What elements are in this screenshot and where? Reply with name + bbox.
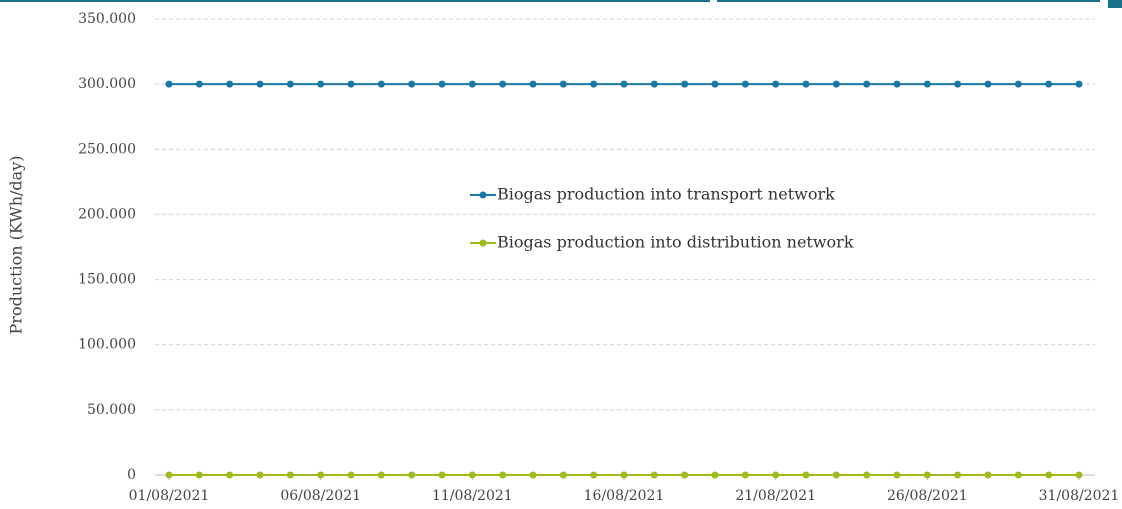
data-point <box>893 80 901 88</box>
data-point <box>923 80 931 88</box>
legend: Biogas production into transport network… <box>470 185 854 252</box>
x-tick-label: 31/08/2021 <box>1039 488 1120 504</box>
x-tick-label: 16/08/2021 <box>584 488 665 504</box>
data-point <box>468 80 476 88</box>
y-tick-label: 0 <box>127 467 136 483</box>
data-point <box>923 471 931 479</box>
x-tick-label: 11/08/2021 <box>432 488 513 504</box>
data-point <box>1014 80 1022 88</box>
data-point <box>317 80 325 88</box>
y-tick-label: 150.000 <box>78 272 136 288</box>
data-point <box>590 471 598 479</box>
legend-marker <box>479 191 487 199</box>
legend-marker <box>479 239 487 247</box>
x-tick-label: 01/08/2021 <box>129 488 210 504</box>
data-point <box>256 80 264 88</box>
data-point <box>377 471 385 479</box>
data-point <box>681 471 689 479</box>
data-point <box>559 80 567 88</box>
data-point <box>772 471 780 479</box>
data-point <box>711 471 719 479</box>
top-bar <box>0 0 710 2</box>
data-point <box>529 80 537 88</box>
data-point <box>226 80 234 88</box>
data-point <box>650 471 658 479</box>
data-point <box>438 471 446 479</box>
data-point <box>347 471 355 479</box>
data-point <box>256 471 264 479</box>
data-point <box>984 80 992 88</box>
x-tick-label: 26/08/2021 <box>887 488 968 504</box>
data-point <box>347 80 355 88</box>
data-point <box>893 471 901 479</box>
data-point <box>832 80 840 88</box>
data-point <box>438 80 446 88</box>
y-tick-label: 200.000 <box>78 206 136 222</box>
data-point <box>681 80 689 88</box>
data-point <box>1075 80 1083 88</box>
x-tick-label: 21/08/2021 <box>735 488 816 504</box>
data-point <box>408 471 416 479</box>
data-point <box>468 471 476 479</box>
data-point <box>802 80 810 88</box>
data-point <box>165 471 173 479</box>
data-point <box>195 471 203 479</box>
data-point <box>286 80 294 88</box>
data-point <box>317 471 325 479</box>
data-point <box>1014 471 1022 479</box>
y-tick-label: 300.000 <box>78 76 136 92</box>
data-point <box>711 80 719 88</box>
legend-label: Biogas production into transport network <box>497 185 835 204</box>
data-point <box>984 471 992 479</box>
data-point <box>499 471 507 479</box>
data-point <box>1045 471 1053 479</box>
data-point <box>954 80 962 88</box>
data-point <box>590 80 598 88</box>
top-bar <box>1108 0 1122 8</box>
data-point <box>620 471 628 479</box>
data-point <box>863 471 871 479</box>
data-point <box>408 80 416 88</box>
y-tick-label: 100.000 <box>78 337 136 353</box>
data-point <box>165 80 173 88</box>
data-point <box>741 80 749 88</box>
data-point <box>863 80 871 88</box>
x-tick-label: 06/08/2021 <box>280 488 361 504</box>
data-point <box>195 80 203 88</box>
data-point <box>620 80 628 88</box>
data-point <box>286 471 294 479</box>
data-point <box>832 471 840 479</box>
data-point <box>1045 80 1053 88</box>
data-point <box>741 471 749 479</box>
y-tick-label: 350.000 <box>78 11 136 27</box>
data-point <box>650 80 658 88</box>
data-point <box>226 471 234 479</box>
y-tick-label: 50.000 <box>87 402 136 418</box>
data-point <box>802 471 810 479</box>
data-point <box>529 471 537 479</box>
legend-label: Biogas production into distribution netw… <box>497 233 854 252</box>
top-bar <box>717 0 1100 2</box>
data-point <box>559 471 567 479</box>
data-point <box>954 471 962 479</box>
y-tick-label: 250.000 <box>78 141 136 157</box>
data-point <box>377 80 385 88</box>
data-point <box>499 80 507 88</box>
data-point <box>1075 471 1083 479</box>
data-point <box>772 80 780 88</box>
y-axis-label: Production (KWh/day) <box>7 156 26 335</box>
